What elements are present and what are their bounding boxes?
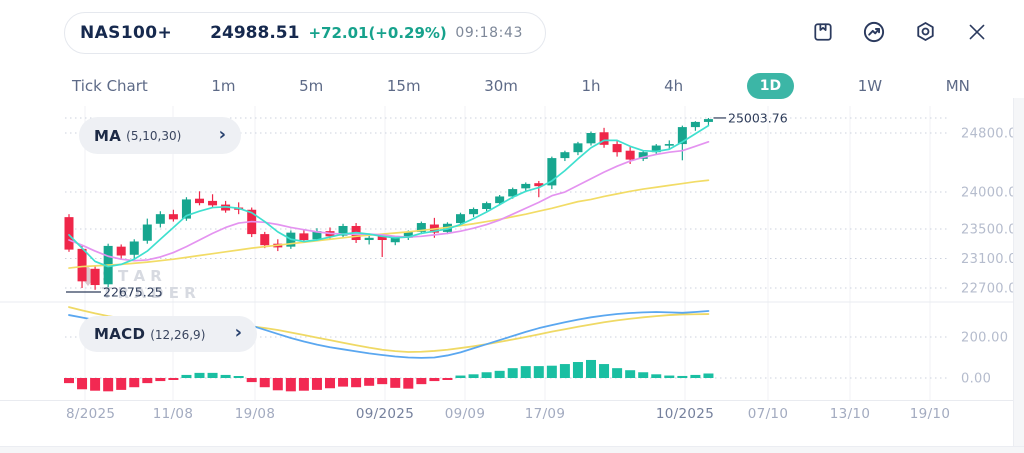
svg-text:24000.00: 24000.00: [961, 186, 1024, 201]
right-gutter: [1013, 98, 1024, 446]
macd-indicator-name: MACD: [94, 325, 146, 343]
svg-text:10/2025: 10/2025: [656, 406, 714, 422]
macd-indicator-pill[interactable]: MACD (12,26,9) ›: [79, 316, 257, 352]
price-change: +72.01(+0.29%): [308, 24, 447, 42]
svg-text:19/10: 19/10: [910, 406, 950, 422]
panel-separators: [0, 301, 1013, 401]
vertical-gridlines: [84, 106, 931, 400]
price-markers: 25003.76 22675.25: [66, 110, 788, 300]
save-layout-button[interactable]: [810, 20, 836, 46]
svg-text:22700.00: 22700.00: [961, 281, 1024, 296]
svg-text:07/10: 07/10: [748, 406, 788, 422]
svg-text:8/2025: 8/2025: [66, 406, 115, 422]
tab-30m[interactable]: 30m: [484, 77, 518, 95]
last-price-label: 25003.76: [728, 110, 788, 125]
ma-indicator-pill[interactable]: MA (5,10,30) ›: [79, 117, 241, 154]
ma-lines: [68, 124, 710, 269]
svg-text:24800.00: 24800.00: [961, 127, 1024, 142]
tab-mn[interactable]: MN: [945, 77, 970, 95]
tab-1w[interactable]: 1W: [857, 77, 883, 95]
svg-text:11/08: 11/08: [153, 406, 193, 422]
svg-text:S T A R: S T A R: [102, 267, 162, 285]
tab-15m[interactable]: 15m: [386, 77, 421, 95]
chevron-right-icon: ›: [218, 123, 226, 145]
svg-text:09/2025: 09/2025: [356, 406, 414, 422]
svg-text:19/08: 19/08: [235, 406, 275, 422]
tab-4h[interactable]: 4h: [664, 77, 684, 95]
svg-text:200.00: 200.00: [961, 331, 1008, 346]
tab-1m[interactable]: 1m: [211, 77, 236, 95]
macd-indicator-params: (12,26,9): [150, 327, 206, 342]
gear-icon: [914, 20, 937, 46]
macd-histogram: [64, 359, 714, 392]
close-icon: [965, 20, 989, 47]
server-time: 09:18:43: [455, 25, 523, 41]
svg-text:23100.00: 23100.00: [961, 252, 1024, 267]
symbol-summary-pill[interactable]: NAS100+ 24988.51 +72.01(+0.29%) 09:18:43: [64, 12, 546, 54]
settings-button[interactable]: [913, 20, 939, 46]
tab-1h[interactable]: 1h: [581, 77, 601, 95]
bookmark-icon: [812, 21, 834, 46]
ma-indicator-name: MA: [94, 126, 122, 145]
chevron-right-icon: ›: [234, 322, 242, 343]
svg-text:17/09: 17/09: [525, 406, 565, 422]
time-axis-labels: 8/2025 11/08 19/08 09/2025 09/09 17/09 10/2025…: [66, 406, 950, 422]
tab-1d[interactable]: 1D: [746, 73, 795, 99]
bottom-gutter: [0, 446, 1024, 453]
trend-line-icon: [862, 20, 886, 47]
svg-text:09/09: 09/09: [445, 406, 485, 422]
svg-text:0.00: 0.00: [961, 372, 991, 387]
svg-text:13/10: 13/10: [830, 406, 870, 422]
ma-indicator-params: (5,10,30): [126, 129, 182, 143]
toolbar: [810, 20, 990, 46]
price-axis-labels: 24800.00 24000.00 23500.00 23100.00 22700.00…: [961, 127, 1024, 387]
tab-tick-chart[interactable]: Tick Chart: [72, 77, 148, 95]
symbol-name: NAS100+: [80, 23, 173, 43]
last-price: 24988.51: [210, 23, 300, 43]
indicators-button[interactable]: [861, 20, 887, 46]
close-button[interactable]: [964, 20, 990, 46]
low-price-label: 22675.25: [103, 285, 163, 300]
svg-text:T R A D E R: T R A D E R: [102, 284, 196, 302]
timeframe-tabs: Tick Chart 1m 5m 15m 30m 1h 4h 1D 1W MN: [72, 70, 970, 102]
svg-text:23500.00: 23500.00: [961, 222, 1024, 237]
tab-5m[interactable]: 5m: [299, 77, 324, 95]
